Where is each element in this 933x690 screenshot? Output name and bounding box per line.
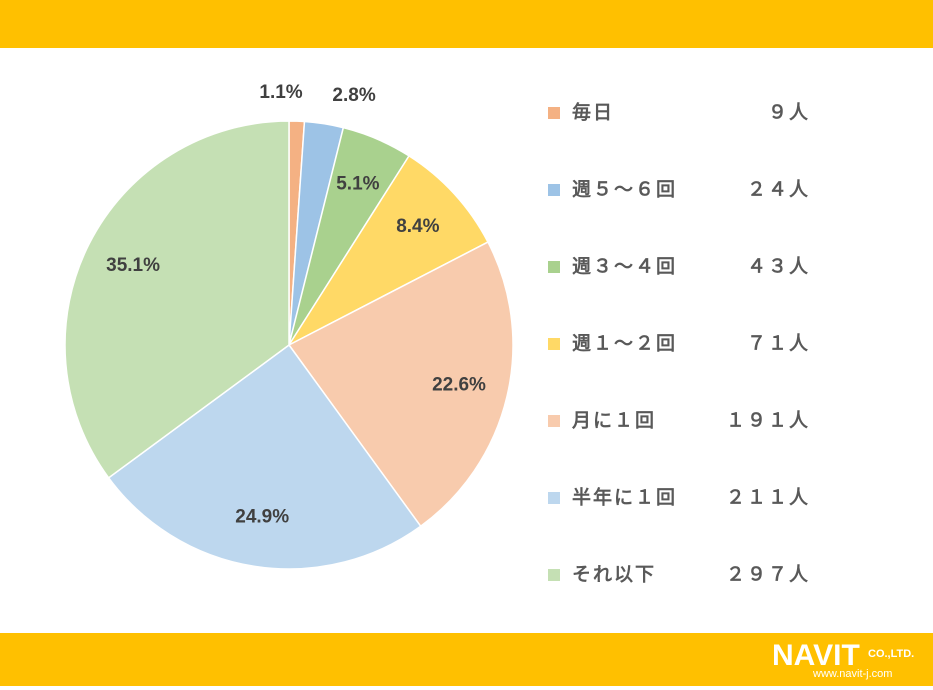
legend-label: 毎日	[572, 101, 614, 124]
legend-count: １９１人	[726, 410, 810, 432]
pie-slice	[287, 241, 514, 528]
legend-swatch	[548, 415, 560, 427]
legend-label: 週１～２回	[572, 333, 677, 355]
legend-label: それ以下	[572, 564, 656, 586]
legend-swatch	[548, 338, 560, 350]
data-label: 2.8%	[332, 85, 375, 106]
legend-label: 週３～４回	[572, 256, 677, 278]
footer-bar	[0, 633, 933, 686]
header-bar	[0, 0, 933, 48]
legend-count: ４３人	[747, 256, 810, 278]
legend-swatch	[548, 184, 560, 196]
legend-label: 週５～６回	[572, 179, 677, 201]
pie-slice	[64, 120, 290, 479]
data-label: 1.1%	[259, 82, 302, 103]
legend-swatch	[548, 492, 560, 504]
legend-swatch	[548, 261, 560, 273]
logo-company: CO.,LTD.	[868, 648, 914, 660]
data-label: 8.4%	[396, 216, 439, 237]
legend-label: 月に１回	[571, 410, 656, 432]
legend-count: ２４人	[747, 179, 810, 201]
legend-count: ９人	[768, 102, 810, 124]
data-label: 22.6%	[432, 374, 486, 395]
data-label: 5.1%	[336, 173, 379, 194]
pie-slice	[107, 343, 422, 570]
legend-swatch	[548, 569, 560, 581]
logo-url: www.navit-j.com	[812, 668, 892, 680]
legend-count: ２９７人	[726, 564, 810, 586]
pie-slice	[286, 154, 489, 347]
legend-count: ２１１人	[726, 487, 810, 509]
legend-label: 半年に１回	[572, 486, 677, 509]
data-label: 24.9%	[235, 507, 289, 528]
logo: NAVIT	[772, 639, 860, 672]
legend-swatch	[548, 107, 560, 119]
data-label: 35.1%	[106, 255, 160, 276]
legend-count: ７１人	[747, 333, 810, 355]
